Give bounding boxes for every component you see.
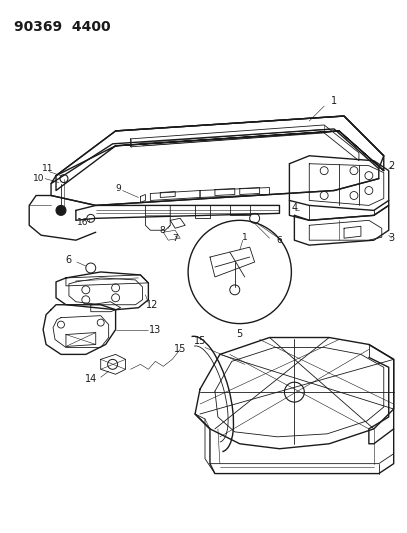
Text: 16: 16: [77, 218, 89, 227]
Text: 9: 9: [116, 184, 121, 193]
Text: 15: 15: [174, 344, 186, 354]
Text: 12: 12: [146, 300, 159, 310]
Text: 3: 3: [389, 233, 395, 243]
Text: 14: 14: [85, 374, 97, 384]
Text: 10: 10: [33, 174, 45, 183]
Text: 8: 8: [160, 226, 165, 235]
Text: 15: 15: [194, 336, 206, 346]
Text: 6: 6: [66, 255, 72, 265]
Text: 6: 6: [277, 236, 282, 245]
Text: 11: 11: [42, 164, 54, 173]
Text: 90369  4400: 90369 4400: [14, 20, 111, 34]
Text: 13: 13: [149, 325, 162, 335]
Text: 1: 1: [331, 96, 337, 106]
Text: 1: 1: [242, 233, 247, 241]
Text: 7: 7: [172, 233, 178, 243]
Text: 4: 4: [291, 204, 298, 213]
Circle shape: [56, 205, 66, 215]
Text: 2: 2: [389, 160, 395, 171]
Text: 5: 5: [236, 328, 243, 338]
